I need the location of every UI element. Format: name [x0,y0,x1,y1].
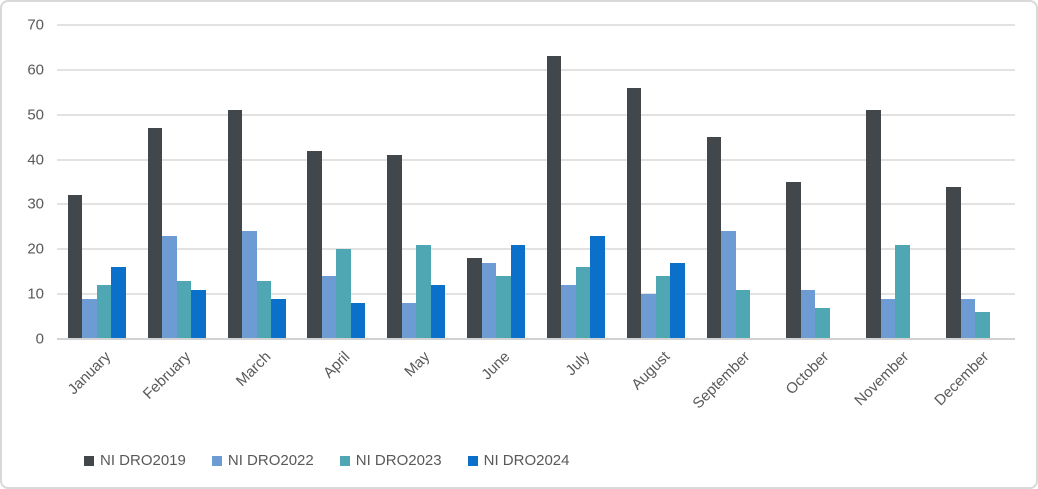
x-axis-label-september: September [688,348,753,413]
bar-ni-dro2022-january [82,298,97,339]
legend-item-ni-dro2019: NI DRO2019 [84,453,186,468]
gridline-20 [57,248,1015,251]
y-axis-tick-label: 0 [35,330,44,348]
bar-cluster-january [67,195,126,339]
bar-ni-dro2022-february [162,235,177,339]
y-axis-tick-label: 10 [27,285,44,303]
bar-ni-dro2022-april [321,276,337,339]
y-axis-tick-label: 60 [27,61,44,79]
gridline-50 [57,113,1015,116]
bar-ni-dro2023-september [735,289,751,339]
bar-ni-dro2019-august [626,87,642,339]
bar-cluster-october [786,182,844,339]
bar-ni-dro2019-april [307,150,322,339]
legend-item-ni-dro2023: NI DRO2023 [339,452,442,469]
bar-cluster-february [147,128,206,339]
gridline-40 [57,158,1015,161]
bar-ni-dro2022-december [960,298,976,339]
bar-ni-dro2024-july [590,235,605,339]
x-axis-label-october: October [782,348,833,399]
bar-ni-dro2019-february [147,128,163,339]
x-axis-label-july: July [562,348,594,380]
bar-ni-dro2019-june [467,258,482,339]
bar-ni-dro2023-october [815,307,830,339]
legend-swatch-icon [211,455,222,466]
x-axis-label-january: January [64,348,115,399]
legend-label: NI DRO2023 [355,452,442,469]
bar-cluster-november [866,110,924,339]
y-axis-tick-label: 70 [27,16,44,34]
y-axis-tick-label: 30 [27,195,44,213]
bar-ni-dro2023-november [895,244,910,339]
bar-ni-dro2019-january [67,195,83,339]
bar-cluster-september [706,137,765,339]
y-axis-tick-label: 50 [27,106,44,124]
bar-cluster-june [467,244,526,339]
bar-cluster-december [946,186,1004,339]
legend-label: NI DRO2019 [100,452,186,469]
bar-ni-dro2024-february [191,289,206,339]
bar-ni-dro2024-may [430,285,446,339]
bar-cluster-march [227,110,286,339]
bar-ni-dro2022-march [242,231,257,339]
bar-ni-dro2023-may [416,244,431,339]
bar-ni-dro2022-october [800,289,816,339]
gridline-60 [57,68,1015,71]
x-axis-label-may: May [401,348,434,381]
bar-ni-dro2023-february [176,280,192,339]
bar-cluster-may [387,155,446,339]
bar-ni-dro2024-june [510,244,526,339]
bar-ni-dro2019-july [546,56,562,339]
legend-swatch-icon [84,455,94,466]
bar-ni-dro2019-september [706,137,722,339]
x-axis-label-august: August [628,348,674,394]
bar-ni-dro2023-march [256,280,272,339]
bar-ni-dro2019-october [786,182,801,339]
legend: NI DRO2019 NI DRO2022 NI DRO2023 NI DRO2024 [84,453,570,468]
bar-ni-dro2022-august [641,294,656,339]
bar-ni-dro2023-december [975,312,990,339]
legend-swatch-icon [467,455,478,466]
x-axis-label-february: February [139,348,195,403]
bar-cluster-april [307,150,366,339]
bar-ni-dro2023-june [496,276,511,339]
x-axis-label-november: November [851,348,913,410]
legend-swatch-icon [339,455,350,466]
bar-ni-dro2022-june [481,262,497,339]
bar-ni-dro2019-november [866,110,881,339]
legend-label: NI DRO2022 [227,452,314,469]
bar-ni-dro2023-august [655,276,671,339]
bar-ni-dro2022-may [401,303,417,339]
bar-ni-dro2022-july [561,285,576,339]
x-axis-label-march: March [232,348,274,390]
bar-ni-dro2022-november [880,298,896,339]
legend-label: NI DRO2024 [483,452,570,469]
x-axis-label-december: December [931,348,993,410]
x-axis-line [57,338,1015,340]
gridline-70 [57,24,1015,26]
bar-ni-dro2024-march [271,298,286,339]
bar-ni-dro2022-september [721,231,736,339]
y-axis-tick-label: 40 [27,151,44,169]
x-axis-label-june: June [478,348,514,384]
bar-cluster-july [546,56,605,339]
bar-ni-dro2023-april [336,249,351,339]
x-axis-label-april: April [320,348,354,382]
bar-ni-dro2024-january [111,267,126,339]
bar-ni-dro2019-may [387,155,402,339]
bar-ni-dro2019-march [227,110,243,339]
bar-ni-dro2023-january [96,285,112,339]
y-axis-tick-label: 20 [27,240,44,258]
bar-ni-dro2024-august [670,262,685,339]
bar-cluster-august [626,87,685,339]
gridline-30 [57,203,1015,206]
plot-area [57,24,1015,340]
bar-ni-dro2019-december [946,186,961,339]
legend-item-ni-dro2022: NI DRO2022 [211,452,314,469]
gridline-10 [57,293,1015,296]
legend-item-ni-dro2024: NI DRO2024 [467,452,570,469]
bar-ni-dro2023-july [575,267,591,339]
bar-ni-dro2024-april [350,303,366,339]
